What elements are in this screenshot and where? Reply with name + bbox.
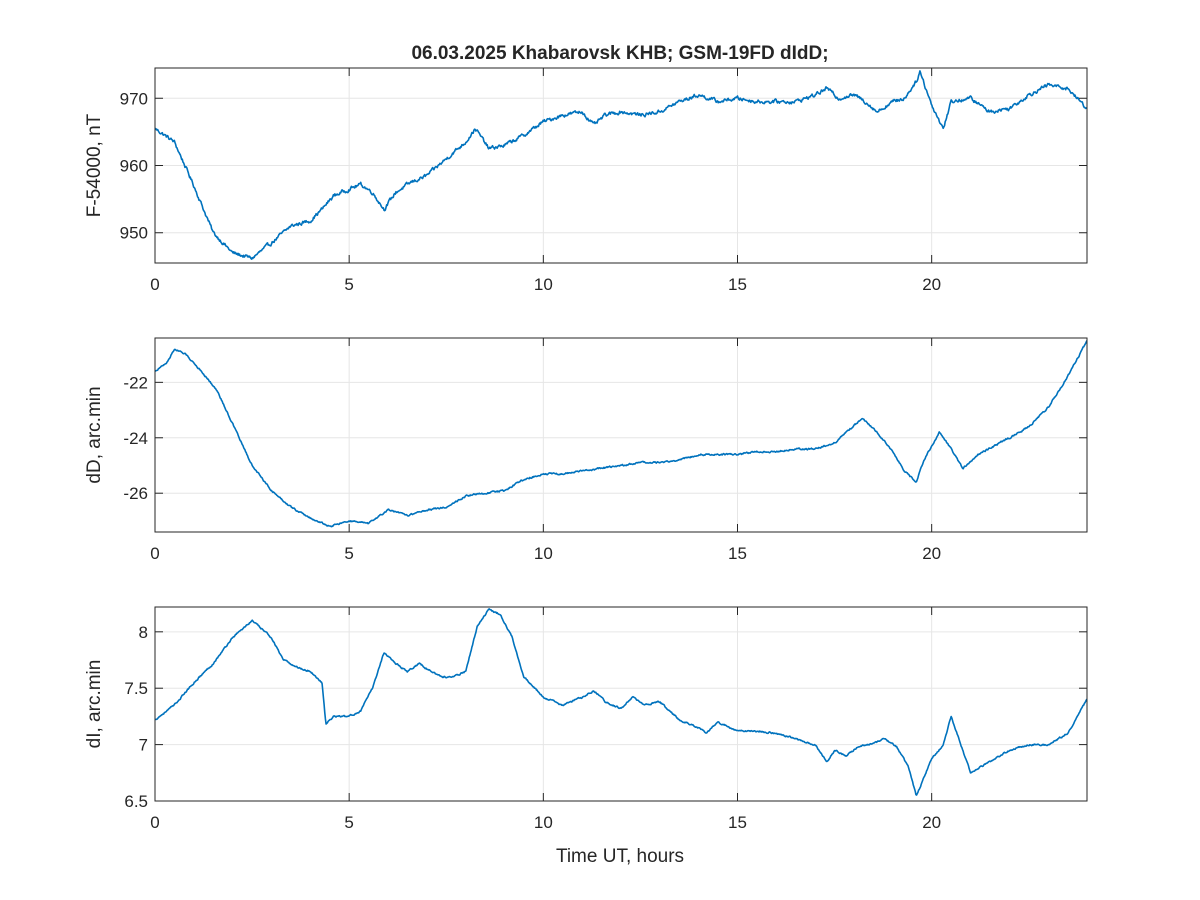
plot-area (155, 338, 1087, 532)
x-tick-label: 20 (922, 813, 941, 832)
y-tick-label: -26 (123, 484, 148, 503)
data-series-line (155, 340, 1087, 528)
y-tick-label: 970 (120, 89, 148, 108)
y-tick-label: 950 (120, 224, 148, 243)
x-axis-label: Time UT, hours (556, 846, 684, 867)
x-tick-label: 5 (344, 544, 353, 563)
panel-dd-declination: 0 5 10 15 20 -26 -24 -22 dD, arc.min (84, 337, 1088, 563)
data-series-line (155, 70, 1087, 260)
y-tick-label: -22 (123, 373, 148, 392)
plot-area (155, 607, 1087, 801)
y-tick-label: 8 (139, 623, 148, 642)
x-tick-label: 0 (150, 275, 159, 294)
axes-box (154, 337, 1088, 533)
x-tick-label: 20 (922, 275, 941, 294)
x-tick-label: 10 (534, 275, 553, 294)
x-tick-label: 10 (534, 544, 553, 563)
y-tick-label: -24 (123, 429, 148, 448)
x-tick-label: 10 (534, 813, 553, 832)
axes-box (154, 606, 1088, 802)
figure-title: 06.03.2025 Khabarovsk KHB; GSM-19FD dIdD… (411, 43, 828, 64)
y-tick-label: 960 (120, 157, 148, 176)
x-tick-label: 20 (922, 544, 941, 563)
y-axis-label: dI, arc.min (84, 660, 105, 749)
x-tick-label: 5 (344, 813, 353, 832)
y-tick-label: 7 (139, 736, 148, 755)
x-tick-label: 0 (150, 813, 159, 832)
y-axis-label: F-54000, nT (84, 113, 105, 217)
y-tick-label: 6.5 (124, 792, 148, 811)
x-tick-label: 15 (728, 813, 747, 832)
data-series-line (155, 608, 1087, 796)
x-tick-label: 0 (150, 544, 159, 563)
panel-f-total-field: 0 5 10 15 20 950 960 970 F-54000, nT (84, 67, 1088, 294)
x-tick-label: 5 (344, 275, 353, 294)
panel-di-inclination: 0 5 10 15 20 6.5 7 7.5 8 dI, arc.min (84, 606, 1088, 832)
y-tick-label: 7.5 (124, 679, 148, 698)
x-tick-label: 15 (728, 544, 747, 563)
y-axis-label: dD, arc.min (84, 386, 105, 483)
x-tick-label: 15 (728, 275, 747, 294)
